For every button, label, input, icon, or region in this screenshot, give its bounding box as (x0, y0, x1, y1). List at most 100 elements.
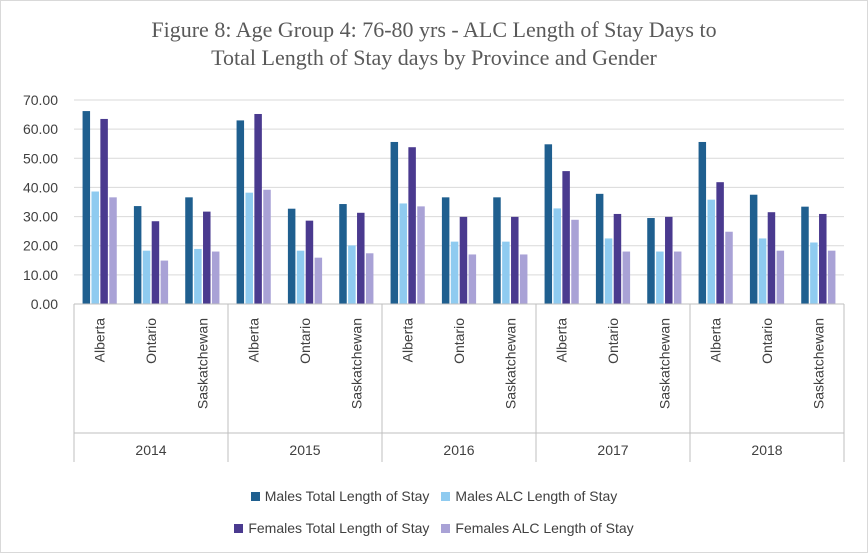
bar (562, 171, 570, 304)
y-tick-label: 40.00 (23, 179, 58, 195)
legend-item-males-total: Males Total Length of Stay (250, 488, 430, 504)
bar (493, 197, 501, 304)
bar (142, 250, 151, 304)
bar (716, 182, 724, 304)
bar (819, 213, 827, 304)
category-label: Saskatchewan (810, 318, 826, 409)
bar (758, 238, 767, 304)
bar (827, 250, 836, 304)
bar (656, 251, 664, 304)
bar (673, 251, 682, 304)
y-tick-label: 0.00 (31, 296, 58, 312)
legend-row-2: Females Total Length of Stay Females ALC… (0, 512, 868, 544)
y-tick-label: 10.00 (23, 267, 58, 283)
bar (305, 220, 314, 304)
bar (236, 120, 245, 305)
legend-label: Females ALC Length of Stay (455, 520, 634, 536)
bar (390, 141, 399, 304)
category-label: Saskatchewan (502, 318, 518, 409)
bar (613, 213, 622, 304)
y-tick-label: 20.00 (23, 238, 58, 254)
bar (571, 219, 579, 304)
legend-swatch-males-alc (441, 491, 451, 501)
category-label: Saskatchewan (194, 318, 210, 409)
category-label: Ontario (605, 318, 621, 364)
bar (194, 248, 202, 304)
bar (511, 216, 519, 304)
year-label: 2015 (289, 442, 320, 458)
bar (365, 253, 374, 304)
category-label: Alberta (708, 318, 724, 363)
bar (408, 147, 416, 304)
bar (450, 241, 459, 304)
year-label: 2018 (751, 442, 782, 458)
bar (604, 238, 613, 304)
bar (647, 218, 655, 304)
bar (417, 206, 425, 304)
legend-label: Males Total Length of Stay (264, 488, 430, 504)
legend: Males Total Length of Stay Males ALC Len… (0, 480, 868, 544)
bar (91, 191, 99, 304)
bar (263, 189, 271, 304)
bar (203, 211, 211, 304)
legend-label: Males ALC Length of Stay (455, 488, 618, 504)
bar (553, 208, 561, 304)
bar (160, 260, 169, 304)
bar (767, 212, 776, 304)
bar (707, 199, 715, 304)
y-tick-label: 60.00 (23, 121, 58, 137)
bar (339, 204, 347, 304)
category-label: Ontario (451, 318, 467, 364)
bar (468, 254, 477, 304)
category-label: Ontario (297, 318, 313, 364)
legend-item-females-alc: Females ALC Length of Stay (441, 520, 634, 536)
category-label: Saskatchewan (348, 318, 364, 409)
bar (245, 192, 253, 304)
bar (776, 250, 785, 304)
bar (801, 206, 809, 304)
year-label: 2017 (597, 442, 628, 458)
category-label: Alberta (554, 318, 570, 363)
category-label: Saskatchewan (656, 318, 672, 409)
category-label: Alberta (400, 318, 416, 363)
bar (544, 144, 553, 304)
y-tick-label: 70.00 (23, 92, 58, 108)
bar (211, 251, 220, 304)
bar (133, 206, 142, 304)
bar (357, 212, 365, 304)
bar (109, 197, 117, 304)
bar (254, 113, 262, 304)
legend-row-1: Males Total Length of Stay Males ALC Len… (0, 480, 868, 512)
bar (185, 197, 193, 304)
bar (622, 251, 631, 304)
legend-label: Females Total Length of Stay (248, 520, 430, 536)
bar (296, 250, 305, 304)
category-label: Ontario (143, 318, 159, 364)
bar (348, 245, 356, 304)
bar-chart: 0.00 10.00 20.00 30.00 40.00 50.00 60.00 70.00 A… (23, 92, 845, 462)
bar (810, 242, 818, 304)
chart-title-line-2: Total Length of Stay days by Province an… (211, 45, 657, 70)
y-tick-label: 30.00 (23, 209, 58, 225)
bar (725, 231, 733, 304)
bar (502, 241, 510, 304)
bar (698, 141, 707, 304)
category-label: Alberta (246, 318, 262, 363)
year-label: 2016 (443, 442, 474, 458)
legend-item-males-alc: Males ALC Length of Stay (441, 488, 617, 504)
category-label: Ontario (759, 318, 775, 364)
category-label: Alberta (92, 318, 108, 363)
chart-title-line-1: Figure 8: Age Group 4: 76-80 yrs - ALC L… (151, 17, 717, 42)
legend-swatch-females-alc (441, 523, 451, 533)
bar (665, 216, 673, 304)
legend-swatch-males-total (250, 491, 260, 501)
bar (151, 221, 160, 304)
bar (399, 203, 407, 304)
bar (314, 257, 323, 304)
chart-title: Figure 8: Age Group 4: 76-80 yrs - ALC L… (0, 16, 868, 72)
bar (287, 208, 296, 304)
bar (100, 118, 108, 304)
legend-item-females-total: Females Total Length of Stay (234, 520, 429, 536)
bar (459, 216, 468, 304)
year-label: 2014 (135, 442, 166, 458)
